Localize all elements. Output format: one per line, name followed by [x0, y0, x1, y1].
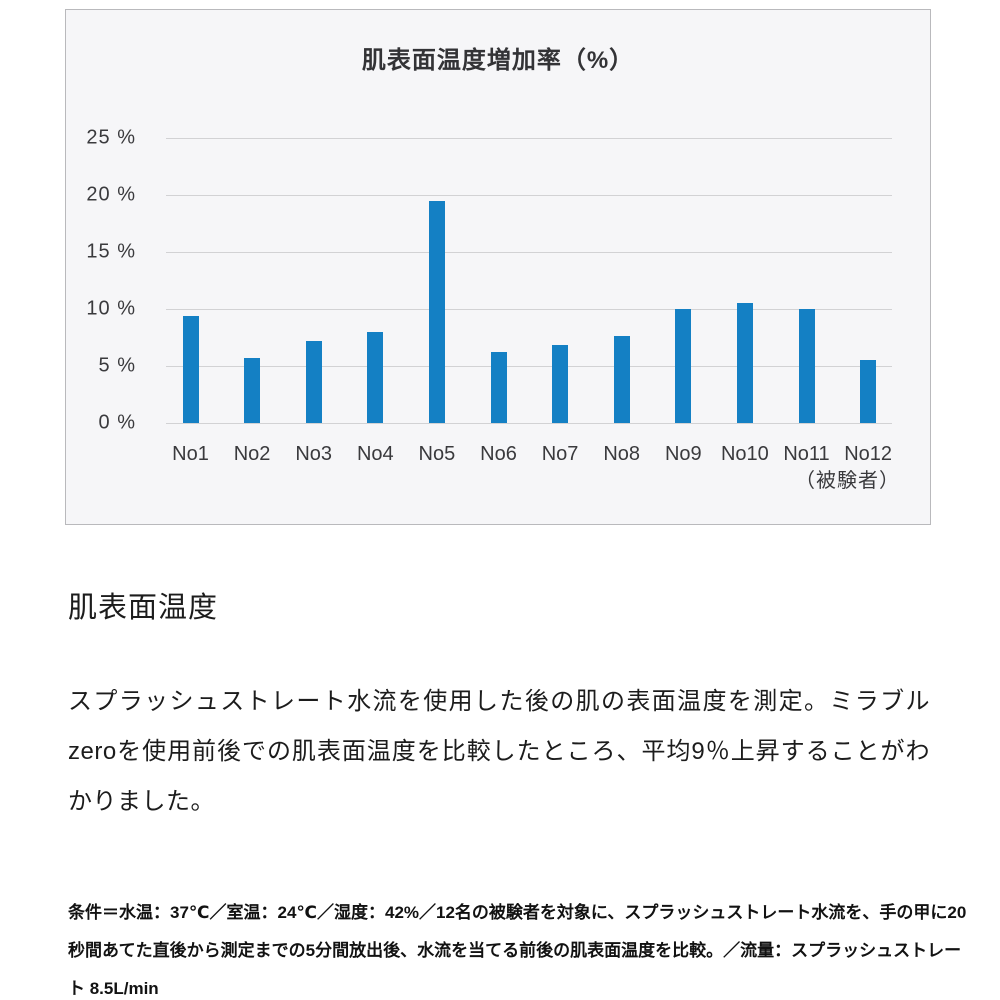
y-axis-labels: 0 % 5 % 10 % 15 % 20 % 25 %	[66, 10, 151, 524]
chart-title: 肌表面温度増加率（%）	[361, 47, 635, 74]
test-conditions-text: 条件＝水温：37℃／室温：24℃／湿度：42%／12名の被験者を対象に、スプラッ…	[68, 903, 967, 998]
y-tick-label-0: 0 %	[98, 411, 136, 434]
gridline-5	[166, 366, 892, 367]
bar-No9	[675, 309, 692, 423]
x-axis-unit-note: （被験者）	[795, 470, 900, 492]
y-tick-label-25: 25 %	[86, 126, 136, 149]
x-tick-label-No10: No10	[720, 443, 769, 465]
bar-No2	[244, 358, 261, 423]
gridline-10	[166, 309, 892, 310]
x-tick-label-No7: No7	[541, 443, 579, 465]
x-tick-label-No1: No1	[172, 443, 209, 465]
x-axis-labels: No1 No2 No3 No4 No5 No6 No7 No8 No9 No10 No11 No12	[166, 443, 892, 469]
x-tick-label-No3: No3	[295, 443, 333, 465]
bar-No3	[305, 340, 322, 423]
bar-No5	[428, 200, 445, 423]
gridline-25	[166, 138, 892, 139]
x-tick-label-No4: No4	[356, 443, 394, 465]
plot-area	[166, 138, 892, 424]
gridline-20	[166, 195, 892, 196]
x-tick-label-No8: No8	[603, 443, 641, 465]
bar-No8	[613, 336, 630, 423]
section-heading: 肌表面温度	[68, 592, 219, 624]
bar-No7	[552, 345, 569, 423]
bar-No12	[860, 360, 877, 423]
gridline-15	[166, 252, 892, 253]
x-tick-label-No11: No11	[783, 443, 830, 465]
x-tick-label-No2: No2	[233, 443, 271, 465]
bar-No6	[490, 352, 507, 423]
x-tick-label-No9: No9	[664, 443, 702, 465]
y-tick-label-15: 15 %	[86, 240, 136, 263]
bar-No10	[736, 303, 753, 423]
y-tick-label-20: 20 %	[86, 183, 136, 206]
gridline-0	[166, 423, 892, 424]
y-tick-label-10: 10 %	[86, 297, 136, 320]
bar-No11	[798, 309, 815, 423]
skin-temperature-chart: 肌表面温度増加率（%） 0 % 5 % 10 % 15 % 20 % 25 % No1 No…	[65, 9, 931, 525]
x-tick-label-No6: No6	[480, 443, 517, 465]
y-tick-label-5: 5 %	[98, 354, 136, 377]
x-tick-label-No12: No12	[844, 443, 892, 465]
section-body-text: スプラッシュストレート水流を使用した後の肌の表面温度を測定。ミラブルzeroを使…	[68, 688, 930, 815]
bar-No1	[182, 315, 199, 423]
bar-No4	[367, 331, 384, 423]
x-tick-label-No5: No5	[418, 443, 456, 465]
